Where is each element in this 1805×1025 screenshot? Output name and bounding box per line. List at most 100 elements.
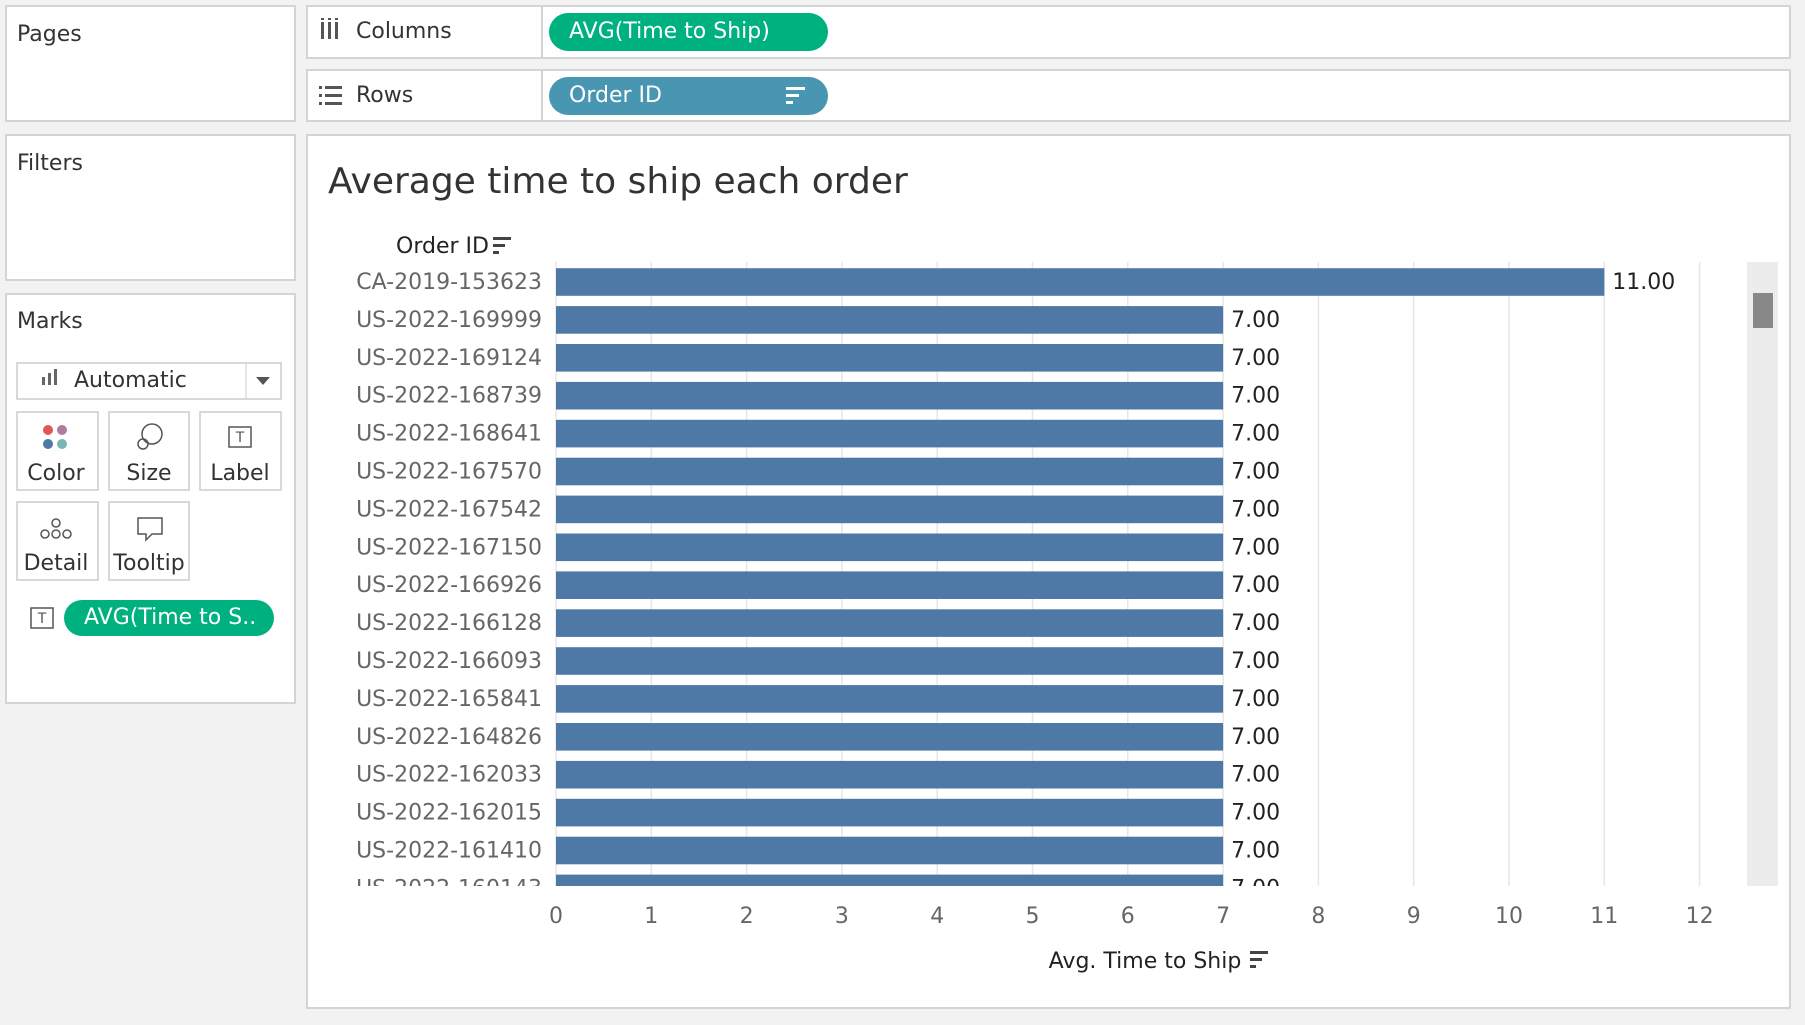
y-tick-label: US-2022-161410: [356, 839, 542, 864]
dropdown-arrow: [256, 377, 270, 385]
bar: [556, 798, 1224, 827]
detail-card[interactable]: [16, 501, 99, 581]
x-axis-title: Avg. Time to Ship: [1049, 949, 1242, 974]
label-icon: T: [228, 426, 252, 448]
text-icon: T: [30, 607, 54, 629]
detail-icon: [40, 518, 72, 539]
x-tick-label: 3: [835, 904, 849, 929]
bar: [556, 306, 1224, 334]
bar: [556, 495, 1224, 524]
sort-icon: [1250, 951, 1268, 968]
value-label: 7.00: [1231, 422, 1280, 447]
columns-icon: [321, 18, 338, 39]
y-tick-label: US-2022-164826: [356, 725, 542, 750]
x-tick-label: 4: [930, 904, 944, 929]
value-label: 7.00: [1231, 876, 1280, 901]
bar-icon: [42, 369, 57, 385]
pages-title: Pages: [17, 22, 82, 47]
y-tick-label: US-2022-167150: [356, 535, 542, 560]
columns-label: Columns: [356, 19, 452, 44]
y-tick-label: US-2022-169999: [356, 308, 542, 333]
value-label: 7.00: [1231, 763, 1280, 788]
rows-pill-text: Order ID: [569, 83, 662, 108]
svg-text:T: T: [235, 430, 245, 446]
scrollbar-thumb[interactable]: [1753, 293, 1773, 328]
value-label: 7.00: [1231, 308, 1280, 333]
card-label: Color: [27, 461, 85, 486]
rows-icon: [319, 86, 342, 105]
sort-icon: [493, 237, 511, 254]
value-label: 7.00: [1231, 384, 1280, 409]
sort-icon: [786, 87, 805, 104]
value-label: 7.00: [1231, 460, 1280, 485]
card-label: Tooltip: [112, 551, 184, 576]
rows-pill[interactable]: [549, 77, 828, 115]
mark-type: Automatic: [74, 368, 187, 393]
bar: [556, 571, 1224, 599]
bar: [556, 419, 1224, 448]
bar: [556, 874, 1224, 886]
x-tick-label: 2: [740, 904, 754, 929]
marks-panel: [5, 293, 296, 704]
svg-text:T: T: [37, 611, 47, 627]
rows-shelf: [306, 69, 1791, 122]
y-tick-label: CA-2019-153623: [356, 270, 542, 295]
scrollbar-track[interactable]: [1747, 262, 1778, 886]
bar: [556, 609, 1224, 637]
value-label: 7.00: [1231, 346, 1280, 371]
bar: [556, 685, 1224, 713]
y-tick-label: US-2022-162033: [356, 763, 542, 788]
marks-title: Marks: [17, 309, 83, 334]
rows-label: Rows: [356, 83, 413, 108]
columns-shelf: [306, 5, 1791, 59]
x-tick-label: 1: [644, 904, 658, 929]
y-tick-label: US-2022-168739: [356, 384, 542, 409]
value-label: 7.00: [1231, 687, 1280, 712]
y-tick-label: US-2022-166926: [356, 573, 542, 598]
x-tick-label: 5: [1026, 904, 1040, 929]
bar: [556, 533, 1224, 562]
bar: [556, 836, 1224, 865]
card-label: Detail: [24, 551, 89, 576]
value-label: 7.00: [1231, 497, 1280, 522]
columns-pill[interactable]: [549, 13, 828, 51]
x-tick-label: 0: [549, 904, 563, 929]
value-label: 11.00: [1612, 270, 1675, 295]
tooltip-icon: [137, 517, 163, 542]
y-tick-label: US-2022-169124: [356, 346, 542, 371]
mark-type-dropdown[interactable]: [16, 362, 282, 400]
plot-area: CA-2019-153623 11.00 US-2022-169999 7.00 US-…: [356, 262, 1701, 901]
y-tick-label: US-2022-160143: [356, 876, 542, 901]
card-label: Size: [126, 461, 171, 486]
marks-pill-text: AVG(Time to S..: [84, 605, 256, 630]
y-tick-label: US-2022-165841: [356, 687, 542, 712]
color-card[interactable]: [16, 411, 99, 491]
x-tick-label: 8: [1311, 904, 1325, 929]
bar: [556, 760, 1224, 789]
tooltip-card[interactable]: [108, 501, 190, 581]
card-label: Label: [210, 461, 269, 486]
x-tick-label: 6: [1121, 904, 1135, 929]
y-tick-label: US-2022-167542: [356, 497, 542, 522]
chart-title: Average time to ship each order: [328, 161, 908, 202]
bar: [556, 344, 1224, 372]
bar: [556, 457, 1224, 486]
x-tick-label: 12: [1686, 904, 1714, 929]
y-axis-title: Order ID: [396, 234, 489, 259]
x-tick-label: 9: [1407, 904, 1421, 929]
value-label: 7.00: [1231, 649, 1280, 674]
value-label: 7.00: [1231, 839, 1280, 864]
value-label: 7.00: [1231, 611, 1280, 636]
bar: [556, 723, 1224, 751]
bar: [556, 381, 1224, 410]
x-tick-label: 11: [1590, 904, 1618, 929]
y-tick-label: US-2022-166093: [356, 649, 542, 674]
pages-panel: [5, 5, 296, 122]
label-card[interactable]: [199, 411, 282, 491]
value-label: 7.00: [1231, 801, 1280, 826]
marks-pill[interactable]: [64, 600, 274, 636]
bar: [556, 647, 1224, 675]
y-tick-label: US-2022-166128: [356, 611, 542, 636]
filters-title: Filters: [17, 151, 83, 176]
